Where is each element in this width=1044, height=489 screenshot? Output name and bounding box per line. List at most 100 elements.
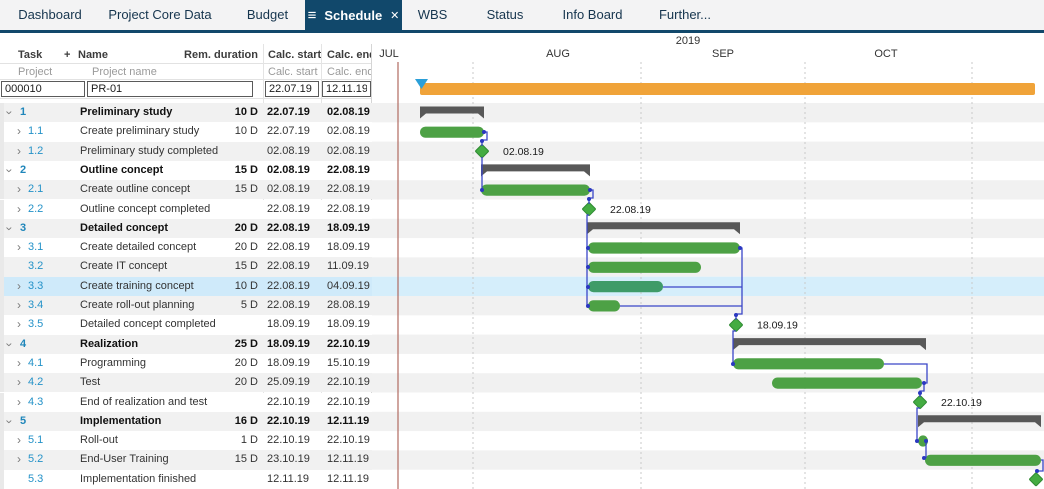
connector-node <box>922 456 926 460</box>
gantt-bar-summary[interactable] <box>420 106 484 119</box>
column-header-start[interactable]: Calc. start <box>268 49 322 61</box>
row-gutter <box>0 450 4 470</box>
task-row-3.1[interactable]: › 3.1 Create detailed concept 20 D 22.08.19 1… <box>0 238 372 258</box>
project-end-input[interactable] <box>322 81 371 97</box>
gantt-bar-task[interactable] <box>481 184 590 196</box>
gantt-bar-task[interactable] <box>588 300 620 312</box>
task-row-2.2[interactable]: › 2.2 Outline concept completed 22.08.19 22.… <box>0 199 372 219</box>
expand-chevron-icon[interactable]: › <box>17 143 21 158</box>
project-name-input[interactable] <box>87 81 253 97</box>
gantt-bar-task[interactable] <box>588 261 701 273</box>
task-row-4.2[interactable]: › 4.2 Test 20 D 25.09.19 22.10.19 <box>0 373 372 393</box>
expand-chevron-icon[interactable]: › <box>17 394 21 409</box>
task-table-pane: Task + Name Rem. duration Calc. start Ca… <box>0 33 376 489</box>
gantt-bar-task[interactable] <box>420 126 484 138</box>
tab-close-icon[interactable]: ✕ <box>390 9 400 22</box>
tab-further-[interactable]: Further... <box>658 7 712 22</box>
task-row-2.1[interactable]: › 2.1 Create outline concept 15 D 02.08.19 22… <box>0 180 372 200</box>
expand-chevron-icon[interactable]: › <box>17 452 21 467</box>
gantt-milestone[interactable] <box>582 202 596 216</box>
connector-node <box>480 188 484 192</box>
task-row-5.1[interactable]: › 5.1 Roll-out 1 D 22.10.19 22.10.19 <box>0 431 372 451</box>
task-calc-end: 22.10.19 <box>327 376 370 389</box>
task-row-1[interactable]: › 1 Preliminary study 10 D 22.07.19 02.08.19 <box>0 103 372 123</box>
task-row-4.3[interactable]: › 4.3 End of realization and test 22.10.19 2… <box>0 392 372 412</box>
collapse-chevron-icon[interactable]: › <box>2 419 17 424</box>
task-row-3.4[interactable]: › 3.4 Create roll-out planning 5 D 22.08.19 2… <box>0 296 372 316</box>
column-header-task[interactable]: Task <box>18 49 43 61</box>
task-name: Realization <box>80 337 139 350</box>
task-row-3.2[interactable]: 3.2 Create IT concept 15 D 22.08.19 11.09.19 <box>0 257 372 277</box>
gantt-bar-summary[interactable] <box>587 222 740 235</box>
task-calc-end: 22.10.19 <box>327 395 370 408</box>
expand-chevron-icon[interactable]: › <box>17 182 21 197</box>
collapse-chevron-icon[interactable]: › <box>2 168 17 173</box>
tab-project-core-data[interactable]: Project Core Data <box>108 7 212 22</box>
gantt-milestone[interactable] <box>729 318 743 332</box>
milestone-date-label: 18.09.19 <box>757 320 798 332</box>
collapse-chevron-icon[interactable]: › <box>2 226 17 231</box>
gantt-bar-project[interactable] <box>420 83 1035 95</box>
column-header-name[interactable]: Name <box>78 49 108 61</box>
expand-chevron-icon[interactable]: › <box>17 433 21 448</box>
collapse-chevron-icon[interactable]: › <box>2 342 17 347</box>
expand-chevron-icon[interactable]: › <box>17 201 21 216</box>
expand-chevron-icon[interactable]: › <box>17 278 21 293</box>
expand-chevron-icon[interactable]: › <box>17 240 21 255</box>
project-id-input[interactable] <box>1 81 85 97</box>
project-start-input[interactable] <box>265 81 319 97</box>
task-duration: 20 D <box>234 376 258 389</box>
timeline-month-aug: AUG <box>546 48 570 60</box>
gantt-bar-summary[interactable] <box>733 338 926 351</box>
gantt-milestone[interactable] <box>1029 472 1043 487</box>
task-row-2[interactable]: › 2 Outline concept 15 D 02.08.19 22.08.19 <box>0 160 372 181</box>
gantt-milestone[interactable] <box>913 395 927 409</box>
expand-chevron-icon[interactable]: › <box>17 375 21 390</box>
task-row-5.2[interactable]: › 5.2 End-User Training 15 D 23.10.19 12.11.1… <box>0 450 372 470</box>
task-row-1.1[interactable]: › 1.1 Create preliminary study 10 D 22.07.19… <box>0 122 372 142</box>
expand-chevron-icon[interactable]: › <box>17 124 21 139</box>
column-header-duration[interactable]: Rem. duration <box>184 49 258 61</box>
column-header-end[interactable]: Calc. end <box>327 49 376 61</box>
collapse-chevron-icon[interactable]: › <box>2 110 17 115</box>
tab-budget[interactable]: Budget <box>246 7 289 22</box>
task-id: 2.2 <box>28 202 44 215</box>
task-row-3.5[interactable]: › 3.5 Detailed concept completed 18.09.19 18… <box>0 315 372 335</box>
add-column-button[interactable]: + <box>64 49 71 61</box>
row-gutter <box>0 160 4 181</box>
task-row-3.3[interactable]: › 3.3 Create training concept 10 D 22.08.19 0… <box>0 276 372 296</box>
gantt-bar-task[interactable] <box>588 281 663 293</box>
row-gutter <box>0 392 4 412</box>
task-row-3[interactable]: › 3 Detailed concept 20 D 22.08.19 18.09.19 <box>0 218 372 239</box>
task-row-1.2[interactable]: › 1.2 Preliminary study completed 02.08.19 0… <box>0 141 372 161</box>
tab-wbs[interactable]: WBS <box>417 7 448 22</box>
gantt-milestone[interactable] <box>475 144 489 159</box>
expand-chevron-icon[interactable]: › <box>17 317 21 332</box>
tab-schedule[interactable]: ≡ Schedule ✕ <box>305 0 402 30</box>
task-row-5.3[interactable]: 5.3 Implementation finished 12.11.19 12.11.… <box>0 469 372 489</box>
gantt-bar-task[interactable] <box>925 454 1041 466</box>
gantt-bar-summary[interactable] <box>481 164 590 177</box>
gantt-bar-task[interactable] <box>733 358 884 370</box>
task-row-4.1[interactable]: › 4.1 Programming 20 D 18.09.19 15.10.19 <box>0 353 372 374</box>
header-divider <box>0 63 371 64</box>
gantt-bar-summary[interactable] <box>918 415 1041 428</box>
row-gutter <box>0 315 4 335</box>
tab-hamburger-menu-icon[interactable]: ≡ <box>307 6 317 24</box>
task-calc-start: 22.10.19 <box>267 395 310 408</box>
tab-dashboard[interactable]: Dashboard <box>18 7 82 22</box>
task-name: Programming <box>80 356 147 369</box>
gantt-bar-task[interactable] <box>588 242 740 254</box>
expand-chevron-icon[interactable]: › <box>17 298 21 312</box>
gantt-bar-task[interactable] <box>772 377 922 389</box>
tab-info-board[interactable]: Info Board <box>562 7 623 22</box>
task-calc-end: 11.09.19 <box>327 260 370 273</box>
project-start-marker-icon <box>415 79 428 89</box>
tab-status[interactable]: Status <box>486 7 524 22</box>
task-calc-start: 22.08.19 <box>267 260 310 273</box>
task-row-4[interactable]: › 4 Realization 25 D 18.09.19 22.10.19 <box>0 334 372 354</box>
task-row-5[interactable]: › 5 Implementation 16 D 22.10.19 12.11.19 <box>0 411 372 432</box>
expand-chevron-icon[interactable]: › <box>17 355 21 370</box>
task-calc-start: 12.11.19 <box>267 472 310 485</box>
milestone-date-label: 22.10.19 <box>941 397 982 409</box>
